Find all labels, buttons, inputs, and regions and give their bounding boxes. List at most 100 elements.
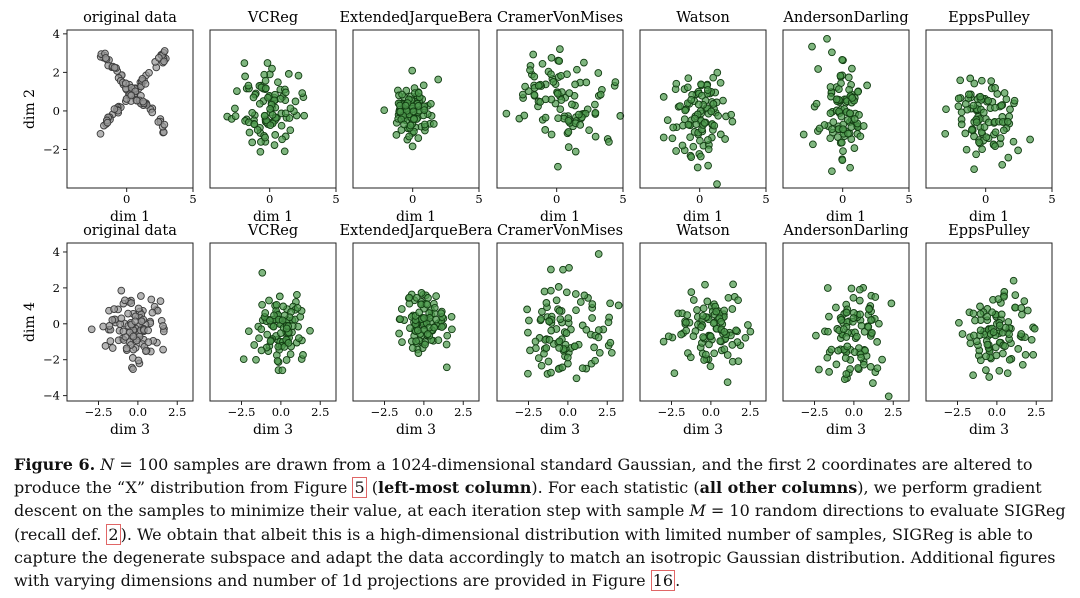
- scatter-point: [545, 317, 553, 326]
- scatter-point: [448, 325, 456, 334]
- panel-title: Watson: [676, 223, 730, 239]
- scatter-point: [132, 96, 141, 105]
- x-tick-label: −2.5: [228, 405, 256, 419]
- scatter-point: [99, 322, 108, 331]
- panel-title: AndersonDarling: [782, 223, 908, 239]
- scatter-point: [293, 303, 302, 312]
- scatter-point: [105, 322, 114, 330]
- scatter-point: [547, 286, 555, 295]
- scatter-point: [160, 57, 168, 66]
- figure-ref-link-2[interactable]: 16: [650, 570, 676, 592]
- scatter-point: [838, 55, 847, 64]
- scatter-point: [291, 97, 300, 106]
- scatter-point: [502, 109, 511, 118]
- scatter-point: [110, 63, 119, 72]
- scatter-point: [969, 309, 978, 318]
- scatter-point: [710, 349, 719, 358]
- scatter-point: [526, 346, 534, 355]
- scatter-point: [544, 357, 553, 366]
- scatter-point: [408, 142, 417, 151]
- scatter-point: [529, 50, 538, 59]
- scatter-point: [145, 68, 153, 77]
- scatter-point: [991, 142, 999, 151]
- x-tick-label: 0.0: [272, 405, 290, 419]
- scatter-point: [678, 141, 687, 150]
- scatter-point: [714, 111, 722, 120]
- scatter-point: [565, 89, 574, 97]
- scatter-point: [299, 351, 307, 359]
- scatter-point: [408, 344, 417, 352]
- scatter-point: [1029, 350, 1038, 359]
- scatter-point: [572, 374, 581, 383]
- scatter-point: [447, 312, 456, 321]
- scatter-point: [849, 314, 858, 322]
- scatter-point: [1027, 335, 1036, 344]
- scatter-point: [121, 79, 130, 88]
- x-tick-label: 0.0: [988, 405, 1006, 419]
- scatter-point: [873, 338, 881, 346]
- scatter-point: [253, 126, 262, 134]
- scatter-point: [396, 107, 405, 116]
- scatter-point: [572, 306, 580, 315]
- scatter-point: [547, 265, 555, 274]
- scatter-point: [976, 356, 985, 365]
- panel-title: CramerVonMises: [497, 10, 623, 26]
- scatter-point: [570, 342, 579, 351]
- scatter-point: [815, 365, 823, 374]
- y-tick-label: −4: [43, 389, 60, 403]
- figure-svg: original data 0 5 dim 1 4 2 0 −2 dim 2 VCReg 0 5 dim…: [22, 10, 1056, 438]
- scatter-point: [101, 54, 110, 62]
- caption-var-m: M: [689, 501, 706, 521]
- scatter-point: [966, 339, 975, 348]
- y-tick-label: 0: [53, 317, 60, 331]
- scatter-point: [873, 364, 882, 373]
- scatter-point: [278, 316, 287, 325]
- scatter-point: [582, 325, 591, 334]
- scatter-point: [258, 300, 266, 309]
- scatter-point: [277, 121, 286, 130]
- scatter-point: [977, 76, 986, 85]
- scatter-point: [553, 89, 562, 98]
- scatter-point: [538, 307, 546, 316]
- scatter-point: [972, 118, 981, 127]
- scatter-point: [987, 77, 996, 85]
- scatter-point: [1003, 117, 1012, 126]
- scatter-point: [828, 48, 836, 57]
- scatter-point: [732, 326, 740, 335]
- scatter-point: [719, 96, 727, 105]
- scatter-point: [966, 74, 975, 83]
- scatter-point: [689, 332, 698, 341]
- scatter-point: [1014, 146, 1022, 155]
- scatter-point: [281, 88, 290, 97]
- scatter-point: [265, 296, 273, 305]
- scatter-point: [406, 121, 415, 130]
- scatter-point: [419, 81, 428, 90]
- scatter-point: [982, 352, 990, 361]
- x-axis-label: dim 3: [540, 422, 580, 438]
- scatter-point: [709, 319, 718, 328]
- scatter-point: [721, 135, 729, 143]
- scatter-point: [588, 314, 596, 322]
- scatter-point: [273, 357, 282, 365]
- scatter-point: [863, 81, 871, 90]
- scatter-point: [837, 112, 846, 121]
- scatter-point: [400, 120, 408, 129]
- scatter-point: [970, 79, 979, 88]
- x-axis-label: dim 1: [540, 209, 580, 225]
- scatter-point: [261, 76, 270, 85]
- scatter-point: [702, 350, 710, 359]
- definition-ref-link[interactable]: 2: [106, 523, 121, 545]
- scatter-point: [884, 392, 893, 401]
- scatter-point: [727, 110, 736, 119]
- scatter-point: [131, 317, 140, 326]
- x-tick-label: 0: [696, 192, 703, 206]
- scatter-panel-1-5: AndersonDarling −2.5 0.0 2.5 dim 3: [782, 223, 910, 438]
- scatter-point: [1009, 276, 1018, 285]
- scatter-point: [997, 101, 1006, 110]
- scatter-point: [812, 331, 820, 340]
- panel-title: AndersonDarling: [782, 10, 908, 26]
- scatter-point: [972, 337, 981, 346]
- figure-ref-link[interactable]: 5: [352, 477, 367, 499]
- scatter-point: [241, 72, 249, 81]
- scatter-point: [969, 101, 978, 110]
